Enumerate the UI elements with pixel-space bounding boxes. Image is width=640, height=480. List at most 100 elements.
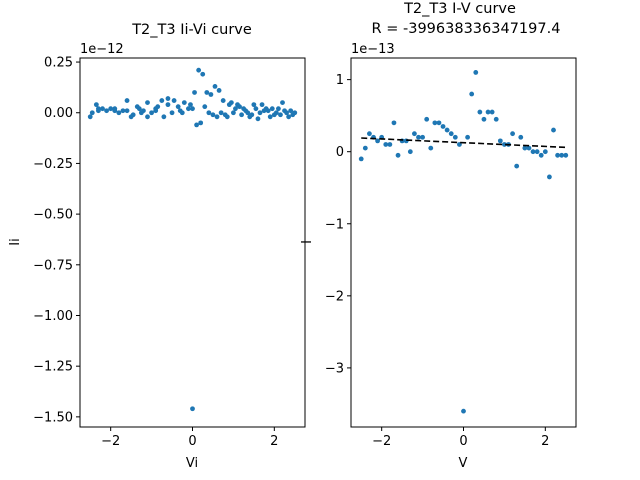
left-data-point: [100, 106, 105, 112]
left-data-point: [202, 104, 208, 110]
left-data-point: [96, 106, 101, 112]
right-data-point: [395, 152, 401, 158]
right-chart-title: T2_T3 I-V curve: [403, 1, 516, 17]
left-data-point: [214, 114, 220, 120]
right-fit-line: [361, 137, 566, 149]
left-y-tick-label: −0.50: [33, 208, 73, 223]
right-y-tick-label: −2: [325, 289, 344, 304]
right-subplot: T2_T3 I-V curve R = -399638336347197.4 1…: [300, 1, 577, 471]
left-data-point: [196, 67, 202, 73]
left-data-point: [120, 108, 126, 114]
left-data-point: [206, 110, 212, 116]
left-data-point: [175, 104, 181, 110]
left-data-point: [269, 106, 275, 112]
left-data-point: [171, 98, 177, 103]
left-data-point: [276, 106, 281, 112]
left-y-tick-label: −0.25: [33, 157, 73, 172]
left-y-axis-label: Ii: [8, 238, 23, 245]
right-plot-frame: [350, 57, 577, 428]
left-data-point: [204, 90, 210, 95]
right-y-tick-label: −1: [325, 217, 344, 232]
left-data-point: [190, 106, 195, 112]
left-y-tick-label: 0.00: [44, 106, 73, 121]
left-data-point: [190, 406, 195, 412]
left-data-point: [108, 106, 114, 112]
right-data-point: [469, 91, 475, 97]
left-data-point: [181, 100, 187, 106]
right-data-point: [416, 134, 421, 140]
right-chart-subtitle: R = -399638336347197.4: [372, 21, 561, 37]
left-data-point: [257, 110, 263, 116]
right-data-point: [542, 149, 548, 155]
left-data-point: [112, 106, 118, 112]
right-data-point: [391, 120, 397, 126]
left-data-point: [220, 98, 226, 103]
left-data-point: [136, 106, 142, 112]
left-data-point: [200, 71, 206, 77]
right-data-point: [452, 134, 458, 140]
left-data-point: [153, 108, 159, 114]
right-data-point: [428, 145, 434, 151]
right-x-tick-label: −2: [372, 434, 391, 449]
left-y-tick-label: 0.25: [44, 56, 73, 71]
right-data-point: [485, 109, 491, 115]
right-data-point: [358, 156, 364, 162]
left-data-point: [278, 112, 283, 118]
left-data-point: [93, 102, 99, 108]
right-data-point: [477, 109, 483, 115]
left-data-point: [288, 108, 294, 114]
left-data-point: [292, 110, 298, 116]
left-data-point: [253, 106, 259, 112]
right-y-tick-label: 0: [336, 145, 344, 160]
right-x-axis-label: V: [459, 456, 468, 471]
left-data-point: [210, 112, 216, 118]
right-data-point: [407, 149, 413, 155]
left-data-point: [208, 92, 214, 97]
right-data-point: [502, 142, 507, 147]
left-data-point: [228, 100, 234, 106]
right-data-point: [420, 134, 425, 140]
left-data-point: [161, 114, 167, 120]
left-data-point: [245, 110, 251, 116]
left-y-tick-label: −1.00: [33, 309, 73, 324]
left-data-point: [265, 108, 271, 114]
right-data-point: [563, 152, 569, 158]
left-data-point: [124, 98, 130, 103]
right-data-point: [412, 131, 417, 137]
left-x-tick-label: 0: [188, 434, 196, 449]
left-data-point: [169, 110, 175, 116]
left-data-point: [233, 106, 238, 112]
left-data-point: [249, 112, 255, 118]
left-data-point: [237, 104, 242, 110]
left-data-point: [212, 83, 218, 89]
left-y-tick-label: −1.25: [33, 360, 73, 375]
right-data-point: [538, 152, 544, 158]
left-data-point: [155, 104, 161, 110]
left-data-point: [159, 98, 165, 103]
right-data-point: [424, 116, 430, 122]
right-data-point: [489, 109, 495, 115]
left-data-point: [124, 108, 130, 114]
right-data-point: [481, 116, 487, 122]
left-subplot: T2_T3 Ii-Vi curve 1e−12 −2 0 2 0.25 0.00 −0.2…: [8, 22, 306, 471]
right-y-tick-label: −3: [325, 361, 344, 376]
left-y-tick-label: −0.75: [33, 258, 73, 273]
left-data-point: [145, 114, 150, 120]
right-data-point: [383, 142, 389, 147]
right-data-point: [551, 127, 556, 133]
right-data-point: [497, 138, 503, 144]
left-data-point: [145, 100, 150, 106]
left-data-point: [87, 114, 93, 120]
left-data-point: [224, 114, 230, 120]
left-data-point: [231, 110, 236, 116]
left-data-point: [192, 90, 197, 95]
right-data-point: [362, 145, 368, 151]
right-data-point: [518, 134, 524, 140]
left-y-offset-label: 1e−12: [80, 42, 124, 57]
left-y-tick-label: −1.50: [33, 410, 73, 425]
left-data-point: [280, 100, 285, 106]
right-x-tick-label: 0: [459, 434, 467, 449]
right-data-point: [367, 131, 372, 137]
left-x-axis-label: Vi: [186, 456, 198, 471]
